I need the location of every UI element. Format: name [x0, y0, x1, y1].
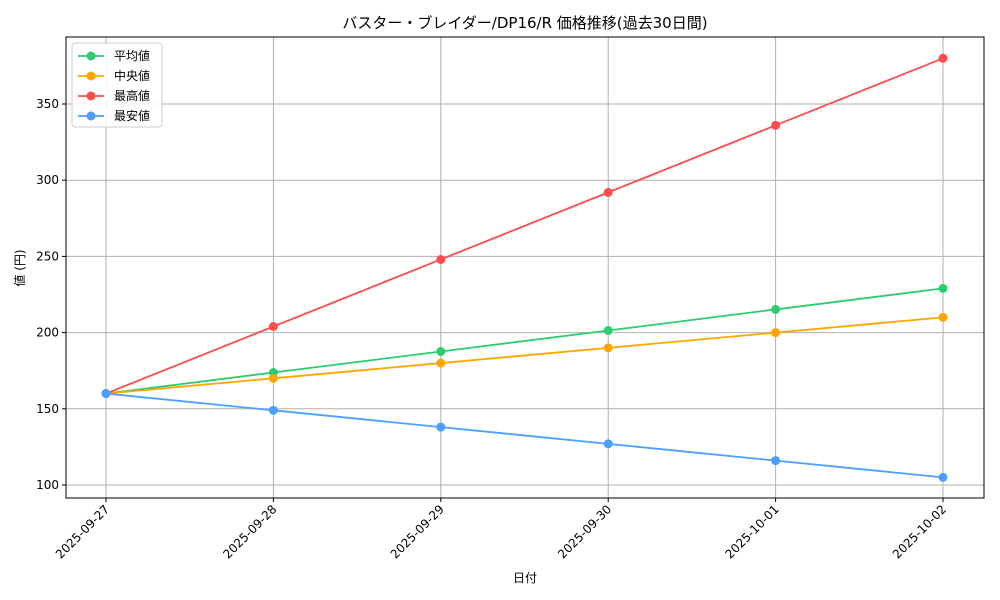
chart-title: バスター・ブレイダー/DP16/R 価格推移(過去30日間)	[342, 14, 707, 32]
data-point	[938, 472, 948, 482]
data-point	[771, 304, 781, 314]
data-point	[268, 322, 278, 332]
data-point	[938, 312, 948, 322]
data-point	[938, 283, 948, 293]
data-point	[268, 405, 278, 415]
y-axis-label: 値 (円)	[12, 249, 27, 286]
data-point	[771, 328, 781, 338]
legend-marker	[86, 51, 96, 61]
legend-label: 最安値	[114, 108, 150, 123]
data-point	[771, 456, 781, 466]
x-axis-label: 日付	[513, 571, 537, 585]
series-line	[105, 57, 944, 395]
data-point	[436, 254, 446, 264]
data-point	[938, 53, 948, 63]
data-point	[603, 187, 613, 197]
series-最高値	[101, 53, 948, 399]
y-axis: 100 150 200 250 300 350	[36, 97, 66, 492]
y-tick-label: 300	[36, 173, 59, 187]
y-tick-label: 350	[36, 97, 59, 111]
x-tick-label: 2025-10-01	[723, 502, 782, 561]
grid	[66, 37, 984, 498]
y-tick-label: 150	[36, 402, 59, 416]
series-line	[105, 287, 944, 395]
series-layer	[101, 53, 948, 482]
series-line	[105, 316, 944, 395]
x-axis: 2025-09-27 2025-09-28 2025-09-29 2025-09-30…	[53, 498, 949, 561]
data-point	[603, 439, 613, 449]
series-最安値	[101, 389, 948, 482]
data-point	[603, 343, 613, 353]
x-tick-label: 2025-09-29	[388, 502, 447, 561]
legend-label: 中央値	[114, 68, 150, 83]
data-point	[101, 389, 111, 399]
legend-marker	[86, 111, 96, 121]
x-tick-label: 2025-09-27	[53, 502, 112, 561]
series-中央値	[101, 312, 948, 399]
x-tick-label: 2025-10-02	[890, 502, 949, 561]
data-point	[603, 325, 613, 335]
data-point	[436, 358, 446, 368]
data-point	[268, 373, 278, 383]
data-point	[771, 120, 781, 130]
legend-marker	[86, 91, 96, 101]
x-tick-label: 2025-09-28	[220, 502, 279, 561]
data-point	[436, 422, 446, 432]
series-line	[105, 392, 944, 479]
series-平均値	[101, 283, 948, 399]
y-tick-label: 250	[36, 249, 59, 263]
legend-marker	[86, 71, 96, 81]
legend-label: 平均値	[114, 48, 150, 63]
x-tick-label: 2025-09-30	[555, 502, 614, 561]
y-tick-label: 100	[36, 478, 59, 492]
legend-label: 最高値	[114, 88, 150, 103]
plot-frame	[65, 36, 985, 499]
y-tick-label: 200	[36, 326, 59, 340]
legend-box	[71, 42, 163, 128]
data-point	[436, 346, 446, 356]
